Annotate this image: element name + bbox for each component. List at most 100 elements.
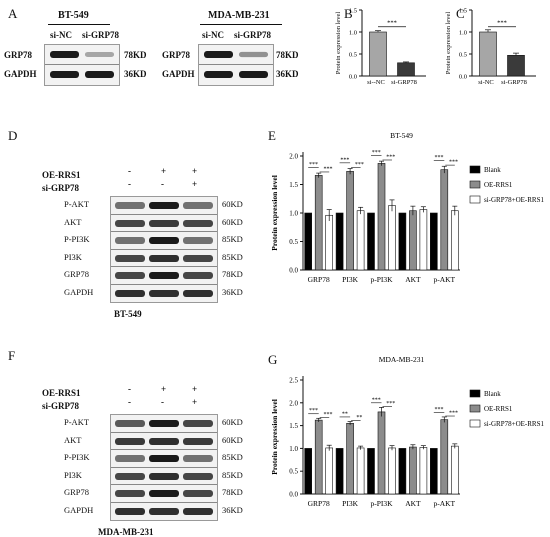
membrane-divider: [199, 64, 273, 65]
y-tick-label: 2.5: [289, 377, 298, 385]
bar: [409, 210, 417, 271]
significance-stars: ***: [372, 397, 381, 403]
panel-label-f: F: [8, 348, 16, 363]
significance-stars: ***: [340, 157, 349, 163]
panel-label-c: C: [456, 6, 465, 21]
category-label: p-PI3K: [370, 275, 393, 284]
significance-stars: ***: [387, 20, 397, 27]
treatment-sign: -: [128, 166, 131, 176]
membrane-divider: [111, 266, 217, 267]
y-tick-label: 0.0: [289, 267, 298, 275]
membrane-divider: [111, 431, 217, 433]
bar: [479, 31, 497, 77]
protein-label: GAPDH: [162, 69, 195, 79]
size-label: 36KD: [222, 504, 243, 515]
blot-band: [115, 420, 145, 427]
category-label: si-GRP78: [501, 79, 527, 86]
cell-line-underline: [48, 24, 110, 25]
western-blot-f: OE-RRS1 - + + si-GRP78 - - + P-AKT 60KD AKT 60KD P-P…: [0, 368, 250, 537]
significance-stars: ***: [386, 401, 395, 407]
y-tick-label: 1.5: [289, 422, 298, 430]
blot-band: [149, 420, 179, 427]
protein-label: P-PI3K: [64, 452, 90, 462]
size-label: 36KD: [124, 69, 147, 79]
treatment-sign: +: [192, 384, 198, 394]
bar-chart-e: BT-549 0.0 0.5 1.0 1.5 2.0 Protein expression …: [270, 131, 544, 284]
panel-label-g: G: [268, 352, 278, 367]
treatment-sign: +: [192, 166, 198, 176]
bar-chart-c: 0.0 0.5 1.0 1.5 Protein expression level si-N…: [445, 8, 536, 86]
category-label: PI3K: [342, 499, 358, 508]
legend-swatch: [469, 404, 481, 413]
treatment-sign: +: [192, 179, 198, 189]
y-axis-label: Protein expression level: [270, 175, 279, 251]
category-label: GRP78: [308, 499, 330, 508]
significance-stars: ***: [309, 162, 318, 168]
legend-label: Blank: [484, 166, 501, 174]
bar: [451, 210, 459, 271]
blot-band: [183, 507, 213, 515]
category-label: p-AKT: [433, 499, 455, 508]
significance-stars: ***: [323, 412, 332, 418]
treatment-sign: -: [161, 397, 164, 407]
significance-stars: ***: [449, 411, 458, 417]
protein-label: GRP78: [64, 487, 90, 497]
y-tick-label: 0.0: [459, 74, 467, 81]
category-label: p-PI3K: [370, 499, 393, 508]
blot-band: [85, 71, 114, 78]
significance-stars: ***: [449, 160, 458, 166]
y-tick-label: 1.0: [459, 30, 467, 37]
bar: [419, 447, 428, 495]
size-label: 78KD: [222, 269, 243, 279]
bar: [377, 411, 386, 495]
size-label: 36KD: [222, 286, 243, 297]
y-tick-label: 1.5: [349, 8, 357, 15]
bar: [304, 212, 313, 271]
legend-swatch: [469, 389, 481, 398]
legend-swatch: [469, 419, 481, 428]
protein-label: GRP78: [4, 50, 32, 60]
legend-swatch: [469, 180, 481, 189]
size-label: 85KD: [222, 251, 243, 262]
bar-chart-g: MDA-MB-231 0.0 0.5 1.0 1.5 2.0 2.5 Protein expr…: [270, 355, 544, 508]
blot-band: [149, 219, 179, 227]
legend-label: si-GRP78+OE-RRS1: [484, 196, 544, 204]
cell-line-label: BT-549: [114, 309, 142, 319]
protein-label: PI3K: [64, 251, 82, 262]
blot-band: [204, 51, 233, 58]
category-label: p-AKT: [433, 275, 455, 284]
protein-label: P-PI3K: [64, 234, 90, 244]
blot-band: [115, 472, 145, 480]
protein-label: GAPDH: [4, 69, 37, 79]
size-label: 85KD: [222, 234, 243, 244]
membrane-divider: [111, 248, 217, 250]
bar: [409, 446, 417, 495]
blot-band: [239, 71, 268, 78]
blot-band: [115, 455, 145, 462]
membrane-divider: [111, 213, 217, 215]
legend-label: si-GRP78+OE-RRS1: [484, 420, 544, 428]
size-label: 78KD: [222, 487, 243, 497]
significance-stars: ***: [386, 154, 395, 160]
y-tick-label: 0.0: [349, 74, 357, 81]
blot-band: [183, 202, 213, 209]
chart-title: BT-549: [390, 131, 413, 140]
y-tick-label: 1.0: [289, 210, 298, 218]
chart-title: MDA-MB-231: [379, 355, 425, 364]
blot-band: [149, 254, 179, 262]
lane-label: si-GRP78: [82, 30, 119, 40]
panel-label-e: E: [268, 128, 276, 143]
blot-band: [183, 420, 213, 427]
y-tick-label: 0.5: [459, 52, 467, 59]
blot-membrane: [198, 44, 274, 86]
legend-label: OE-RRS1: [484, 405, 513, 413]
blot-band: [115, 507, 145, 515]
lane-label: si-GRP78: [234, 30, 271, 40]
y-axis-label: Protein expression level: [335, 12, 342, 75]
bar: [356, 210, 365, 271]
significance-stars: ***: [323, 166, 332, 172]
legend-swatch: [469, 195, 481, 204]
bar: [507, 55, 525, 77]
bar: [304, 448, 313, 495]
protein-label: P-AKT: [64, 199, 90, 209]
